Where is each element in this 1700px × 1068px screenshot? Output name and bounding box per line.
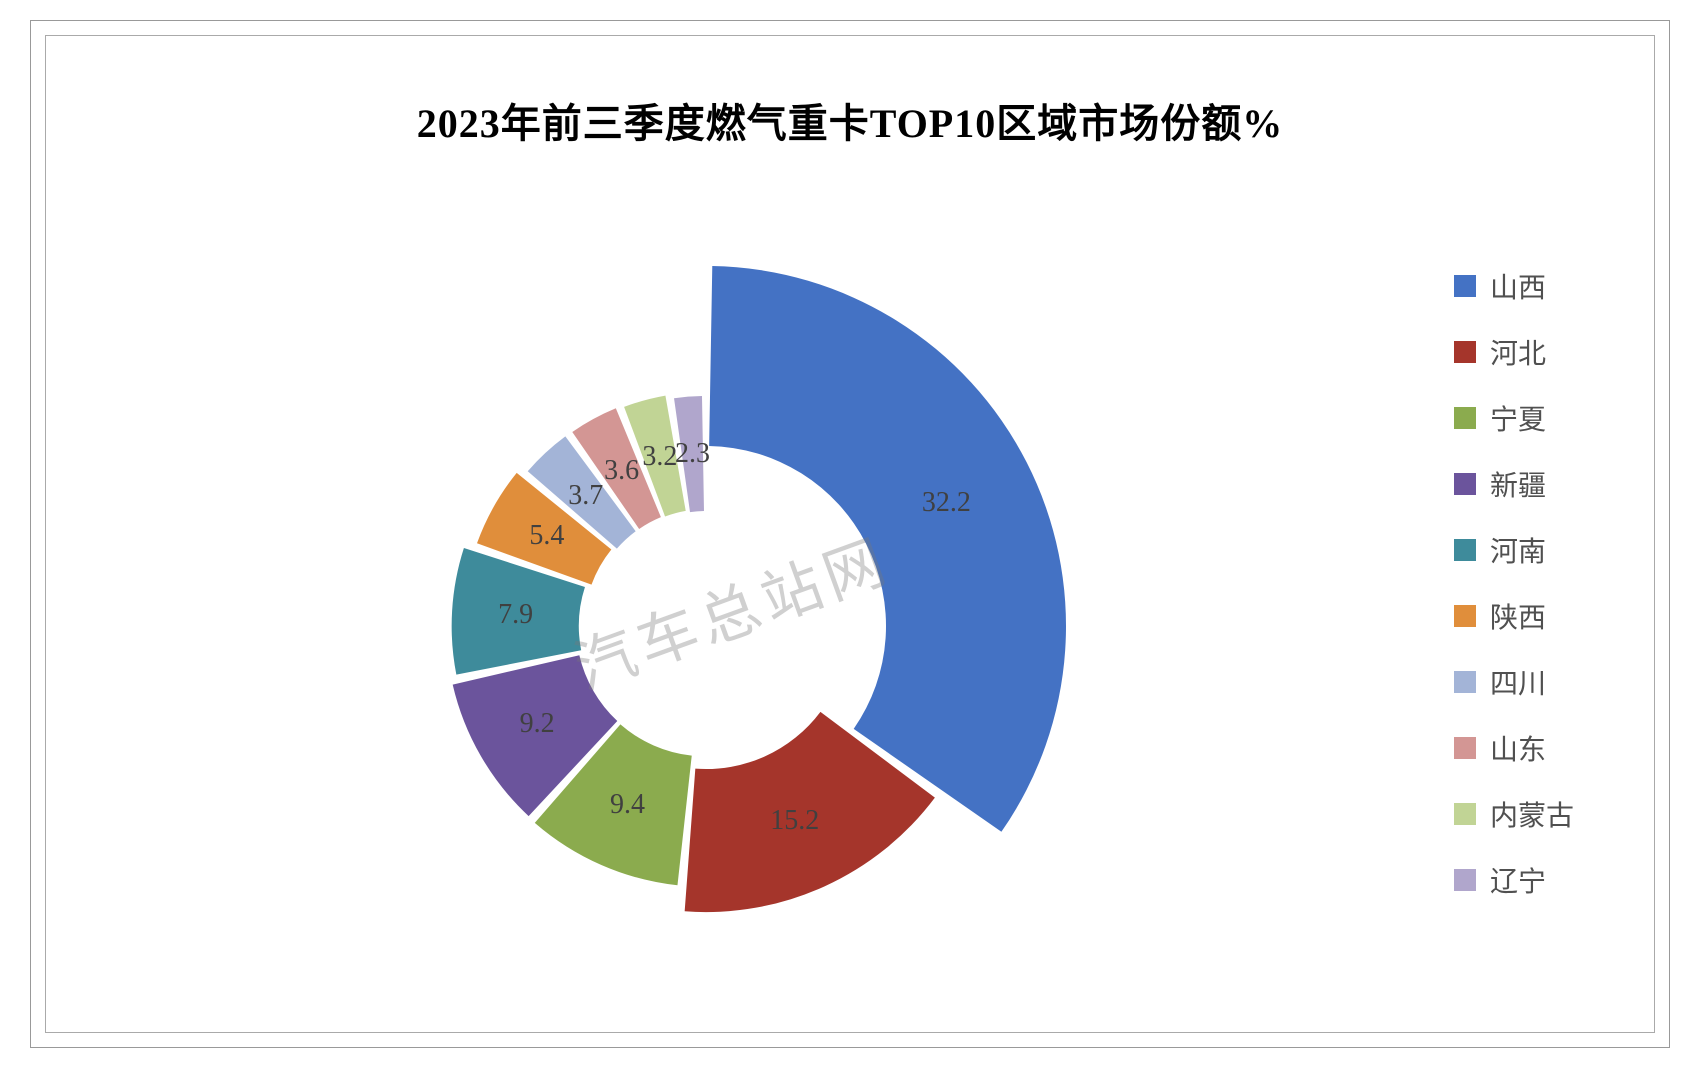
legend-swatch-5 <box>1454 605 1476 627</box>
data-label-8: 3.2 <box>642 441 677 473</box>
legend-swatch-3 <box>1454 473 1476 495</box>
legend-item-6: 四川 <box>1454 662 1574 702</box>
legend-swatch-6 <box>1454 671 1476 693</box>
legend-label-4: 河南 <box>1490 530 1546 570</box>
legend-label-6: 四川 <box>1490 662 1546 702</box>
donut-svg <box>296 216 1116 1036</box>
legend-item-4: 河南 <box>1454 530 1574 570</box>
data-label-9: 2.3 <box>675 438 710 470</box>
data-label-7: 3.6 <box>604 455 639 487</box>
data-label-6: 3.7 <box>568 480 603 512</box>
slice-0 <box>709 266 1066 832</box>
legend-label-3: 新疆 <box>1490 464 1546 504</box>
legend-item-1: 河北 <box>1454 332 1574 372</box>
legend: 山西河北宁夏新疆河南陕西四川山东内蒙古辽宁 <box>1454 266 1574 926</box>
chart-title: 2023年前三季度燃气重卡TOP10区域市场份额% <box>46 91 1654 149</box>
legend-item-7: 山东 <box>1454 728 1574 768</box>
legend-swatch-1 <box>1454 341 1476 363</box>
data-label-3: 9.2 <box>520 708 555 740</box>
legend-item-8: 内蒙古 <box>1454 794 1574 834</box>
legend-item-9: 辽宁 <box>1454 860 1574 900</box>
legend-item-3: 新疆 <box>1454 464 1574 504</box>
chart-frame: 2023年前三季度燃气重卡TOP10区域市场份额% 32.2 15.2 9.4 9.2… <box>45 35 1655 1033</box>
donut-chart: 32.215.29.49.27.95.43.73.63.22.3 汽车总站网 <box>296 216 1116 1036</box>
legend-label-2: 宁夏 <box>1490 398 1546 438</box>
legend-swatch-7 <box>1454 737 1476 759</box>
legend-swatch-2 <box>1454 407 1476 429</box>
data-label-0: 32.2 <box>922 487 971 519</box>
legend-swatch-4 <box>1454 539 1476 561</box>
legend-label-9: 辽宁 <box>1490 860 1546 900</box>
legend-label-1: 河北 <box>1490 332 1546 372</box>
data-label-1: 15.2 <box>770 805 819 837</box>
legend-label-0: 山西 <box>1490 266 1546 306</box>
legend-item-0: 山西 <box>1454 266 1574 306</box>
legend-label-7: 山东 <box>1490 728 1546 768</box>
legend-swatch-0 <box>1454 275 1476 297</box>
legend-label-8: 内蒙古 <box>1490 794 1574 834</box>
data-label-4: 7.9 <box>498 599 533 631</box>
legend-item-5: 陕西 <box>1454 596 1574 636</box>
legend-label-5: 陕西 <box>1490 596 1546 636</box>
legend-swatch-9 <box>1454 869 1476 891</box>
data-label-5: 5.4 <box>529 520 564 552</box>
legend-item-2: 宁夏 <box>1454 398 1574 438</box>
legend-swatch-8 <box>1454 803 1476 825</box>
data-label-2: 9.4 <box>610 789 645 821</box>
